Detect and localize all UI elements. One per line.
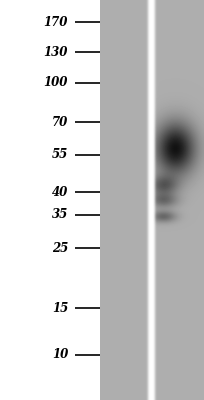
Text: 130: 130 bbox=[44, 46, 68, 58]
Text: 170: 170 bbox=[44, 16, 68, 28]
Text: 55: 55 bbox=[52, 148, 68, 162]
Text: 10: 10 bbox=[52, 348, 68, 362]
Text: 100: 100 bbox=[44, 76, 68, 90]
Text: 70: 70 bbox=[52, 116, 68, 128]
Text: 35: 35 bbox=[52, 208, 68, 222]
Text: 15: 15 bbox=[52, 302, 68, 314]
Text: 40: 40 bbox=[52, 186, 68, 198]
Text: 25: 25 bbox=[52, 242, 68, 254]
